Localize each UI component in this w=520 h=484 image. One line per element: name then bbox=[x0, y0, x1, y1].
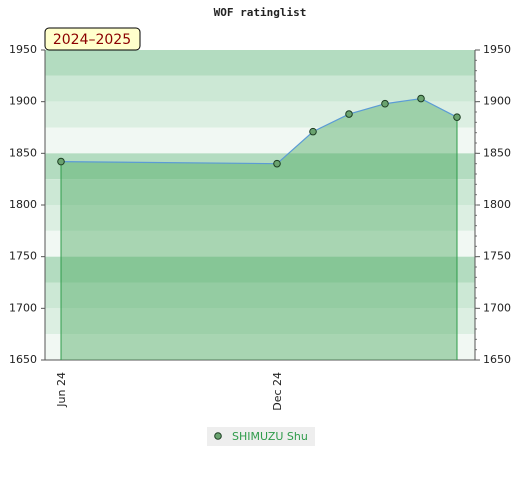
y-tick-label: 1700 bbox=[9, 301, 37, 314]
legend-box bbox=[207, 427, 315, 446]
point bbox=[309, 127, 317, 136]
y-tick-label: 1800 bbox=[9, 198, 37, 211]
point bbox=[381, 99, 389, 108]
y-tick-label: 1650 bbox=[9, 353, 37, 366]
y2-tick-label: 1950 bbox=[483, 43, 511, 56]
y2-tick-label: 1900 bbox=[483, 95, 511, 108]
area bbox=[61, 98, 457, 361]
x-tick-label: Dec 24 bbox=[271, 372, 284, 411]
point bbox=[453, 113, 461, 121]
y2-tick-label: 1650 bbox=[483, 353, 511, 366]
y-tick-label: 1750 bbox=[9, 250, 37, 263]
x-tick-label: Jun 24 bbox=[55, 372, 68, 408]
season-box bbox=[44, 27, 141, 51]
background-stripe bbox=[45, 75, 475, 102]
legend-marker bbox=[214, 432, 222, 440]
background-stripe bbox=[45, 127, 475, 154]
y-tick-label: 1950 bbox=[9, 43, 37, 56]
background-stripe bbox=[45, 101, 475, 128]
y-tick-label: 1900 bbox=[9, 95, 37, 108]
point bbox=[57, 157, 65, 166]
season-label: 2024–2025 bbox=[53, 32, 131, 48]
y2-tick-label: 1800 bbox=[483, 198, 511, 211]
background-stripe bbox=[45, 205, 475, 231]
point bbox=[417, 94, 425, 103]
background-stripe bbox=[45, 308, 475, 335]
background-stripe bbox=[45, 256, 475, 283]
background-stripe bbox=[45, 282, 475, 309]
point bbox=[273, 159, 281, 168]
point bbox=[345, 110, 353, 118]
background-stripe bbox=[45, 153, 475, 180]
background-stripe bbox=[45, 230, 475, 257]
y-tick-label: 1850 bbox=[9, 146, 37, 159]
background-stripe bbox=[45, 334, 475, 360]
background-stripe bbox=[45, 50, 475, 76]
y2-tick-label: 1750 bbox=[483, 250, 511, 263]
background-stripe bbox=[45, 179, 475, 205]
legend-label: SHIMUZU Shu bbox=[232, 430, 308, 443]
y2-tick-label: 1700 bbox=[483, 301, 511, 314]
chart-title: WOF ratinglist bbox=[214, 6, 307, 19]
y2-tick-label: 1850 bbox=[483, 146, 511, 159]
